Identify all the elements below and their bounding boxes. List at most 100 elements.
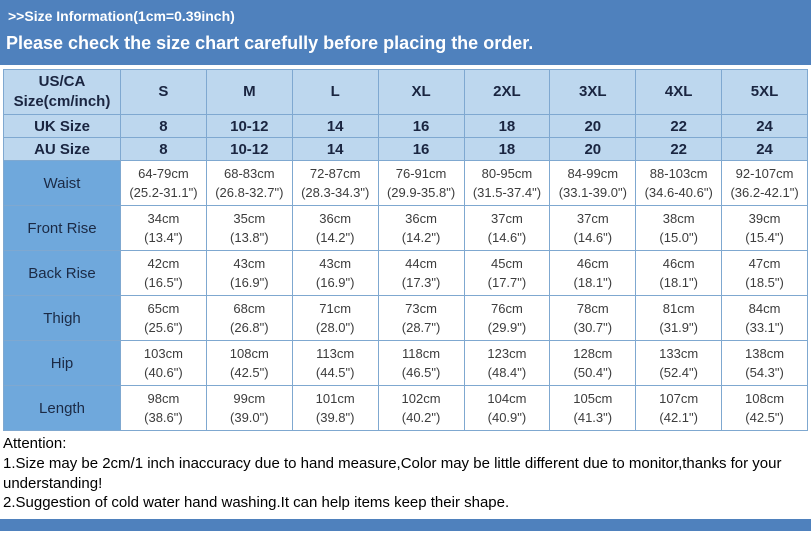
measurement-cell: 42cm (16.5") [120, 250, 207, 296]
measurement-cell: 99cm (39.0") [205, 385, 293, 431]
region-size-cell: 20 [549, 137, 637, 161]
cm-value: 68-83cm [224, 166, 275, 181]
banner-subtitle: Please check the size chart carefully be… [6, 33, 534, 53]
cm-value: 45cm [491, 256, 523, 271]
size-column-header: L [291, 69, 379, 115]
measurement-label-cell: Thigh [3, 295, 121, 341]
measurement-cell: 76-91cm (29.9-35.8") [377, 160, 465, 206]
measurement-cell: 45cm (17.7") [463, 250, 551, 296]
cm-value: 37cm [491, 211, 523, 226]
measurement-cell: 73cm (28.7") [377, 295, 465, 341]
cm-value: 39cm [748, 211, 781, 226]
inch-value: (28.0") [315, 320, 355, 335]
inch-value: (40.6") [144, 365, 183, 380]
inch-value: (14.2") [401, 230, 441, 245]
measurement-cell: 98cm (38.6") [120, 385, 207, 431]
inch-value: (26.8") [230, 320, 269, 335]
inch-value: (14.2") [315, 230, 355, 245]
measurement-cell: 128cm (50.4") [549, 340, 637, 386]
cm-value: 38cm [662, 211, 695, 226]
measurement-cell: 81cm (31.9") [635, 295, 723, 341]
region-size-row: AU Size 8 10-12 14 16 18 20 22 24 [3, 137, 808, 161]
measurement-label-cell: Length [3, 385, 121, 431]
size-column-header: 2XL [463, 69, 551, 115]
cm-value: 92-107cm [735, 166, 794, 181]
region-label-cell: UK Size [3, 114, 121, 138]
cm-value: 88-103cm [649, 166, 708, 181]
inch-value: (38.6") [144, 410, 183, 425]
inch-value: (28.7") [401, 320, 441, 335]
inch-value: (52.4") [659, 365, 698, 380]
measurement-cell: 118cm (46.5") [377, 340, 465, 386]
cm-value: 47cm [748, 256, 781, 271]
region-size-cell: 8 [120, 114, 207, 138]
cm-value: 43cm [319, 256, 352, 271]
measurement-cell: 107cm (42.1") [635, 385, 723, 431]
inch-value: (13.4") [144, 230, 183, 245]
measurement-row: Thigh 65cm (25.6") 68cm (26.8") 71cm (28.0") 73… [3, 295, 808, 341]
size-column-header: 5XL [721, 69, 808, 115]
inch-value: (16.9") [315, 275, 355, 290]
inch-value: (36.2-42.1") [730, 185, 799, 200]
inch-value: (40.9") [487, 410, 527, 425]
measurement-cell: 36cm (14.2") [291, 205, 379, 251]
cm-value: 68cm [233, 301, 266, 316]
inch-value: (30.7") [573, 320, 613, 335]
measurement-row: Length 98cm (38.6") 99cm (39.0") 101cm (39.8")… [3, 385, 808, 431]
measurement-cell: 103cm (40.6") [120, 340, 207, 386]
measurement-label-cell: Front Rise [3, 205, 121, 251]
cm-value: 35cm [233, 211, 266, 226]
size-table-header-row: US/CA Size(cm/inch) S M L XL 2XL 3XL 4XL 5XL [3, 69, 808, 115]
region-size-cell: 10-12 [205, 137, 293, 161]
measurement-cell: 108cm (42.5") [721, 385, 808, 431]
region-size-cell: 16 [377, 114, 465, 138]
measurement-cell: 68-83cm (26.8-32.7") [205, 160, 293, 206]
measurement-label-cell: Back Rise [3, 250, 121, 296]
cm-value: 107cm [659, 391, 699, 406]
inch-value: (16.9") [230, 275, 269, 290]
cm-value: 123cm [487, 346, 527, 361]
attention-note-2: 2.Suggestion of cold water hand washing.… [3, 494, 510, 512]
measurement-row: Hip 103cm (40.6") 108cm (42.5") 113cm (44.5") 1… [3, 340, 808, 386]
size-column-header: M [205, 69, 293, 115]
measurement-cell: 44cm (17.3") [377, 250, 465, 296]
inch-value: (33.1-39.0") [558, 185, 627, 200]
cm-value: 76cm [491, 301, 523, 316]
region-size-cell: 24 [721, 114, 808, 138]
cm-value: 118cm [402, 346, 441, 361]
cm-value: 81cm [662, 301, 695, 316]
size-info-banner: >>Size Information(1cm=0.39inch) Please … [0, 0, 811, 65]
size-column-header: XL [377, 69, 465, 115]
cm-value: 103cm [143, 346, 183, 361]
inch-value: (42.5") [230, 365, 269, 380]
region-size-cell: 8 [120, 137, 207, 161]
cm-value: 84-99cm [567, 166, 619, 181]
region-size-cell: 18 [463, 114, 551, 138]
cm-value: 138cm [745, 346, 785, 361]
inch-value: (42.5") [745, 410, 784, 425]
cm-value: 113cm [316, 346, 355, 361]
inch-value: (18.1") [659, 275, 698, 290]
cm-value: 34cm [147, 211, 180, 226]
measurement-cell: 104cm (40.9") [463, 385, 551, 431]
banner-title: >>Size Information(1cm=0.39inch) [8, 8, 235, 24]
measurement-cell: 43cm (16.9") [291, 250, 379, 296]
inch-value: (15.4") [745, 230, 784, 245]
inch-value: (31.5-37.4") [472, 185, 542, 200]
inch-value: (17.3") [401, 275, 441, 290]
inch-value: (41.3") [573, 410, 613, 425]
cm-value: 43cm [233, 256, 266, 271]
inch-value: (46.5") [401, 365, 441, 380]
cm-value: 36cm [405, 211, 437, 226]
region-size-cell: 14 [291, 114, 379, 138]
measurement-cell: 105cm (41.3") [549, 385, 637, 431]
size-column-header: 4XL [635, 69, 723, 115]
measurement-cell: 133cm (52.4") [635, 340, 723, 386]
measurement-cell: 65cm (25.6") [120, 295, 207, 341]
region-size-row: UK Size 8 10-12 14 16 18 20 22 24 [3, 114, 808, 138]
region-size-cell: 20 [549, 114, 637, 138]
cm-value: 80-95cm [481, 166, 533, 181]
measurement-cell: 47cm (18.5") [721, 250, 808, 296]
inch-value: (40.2") [401, 410, 441, 425]
inch-value: (14.6") [573, 230, 613, 245]
